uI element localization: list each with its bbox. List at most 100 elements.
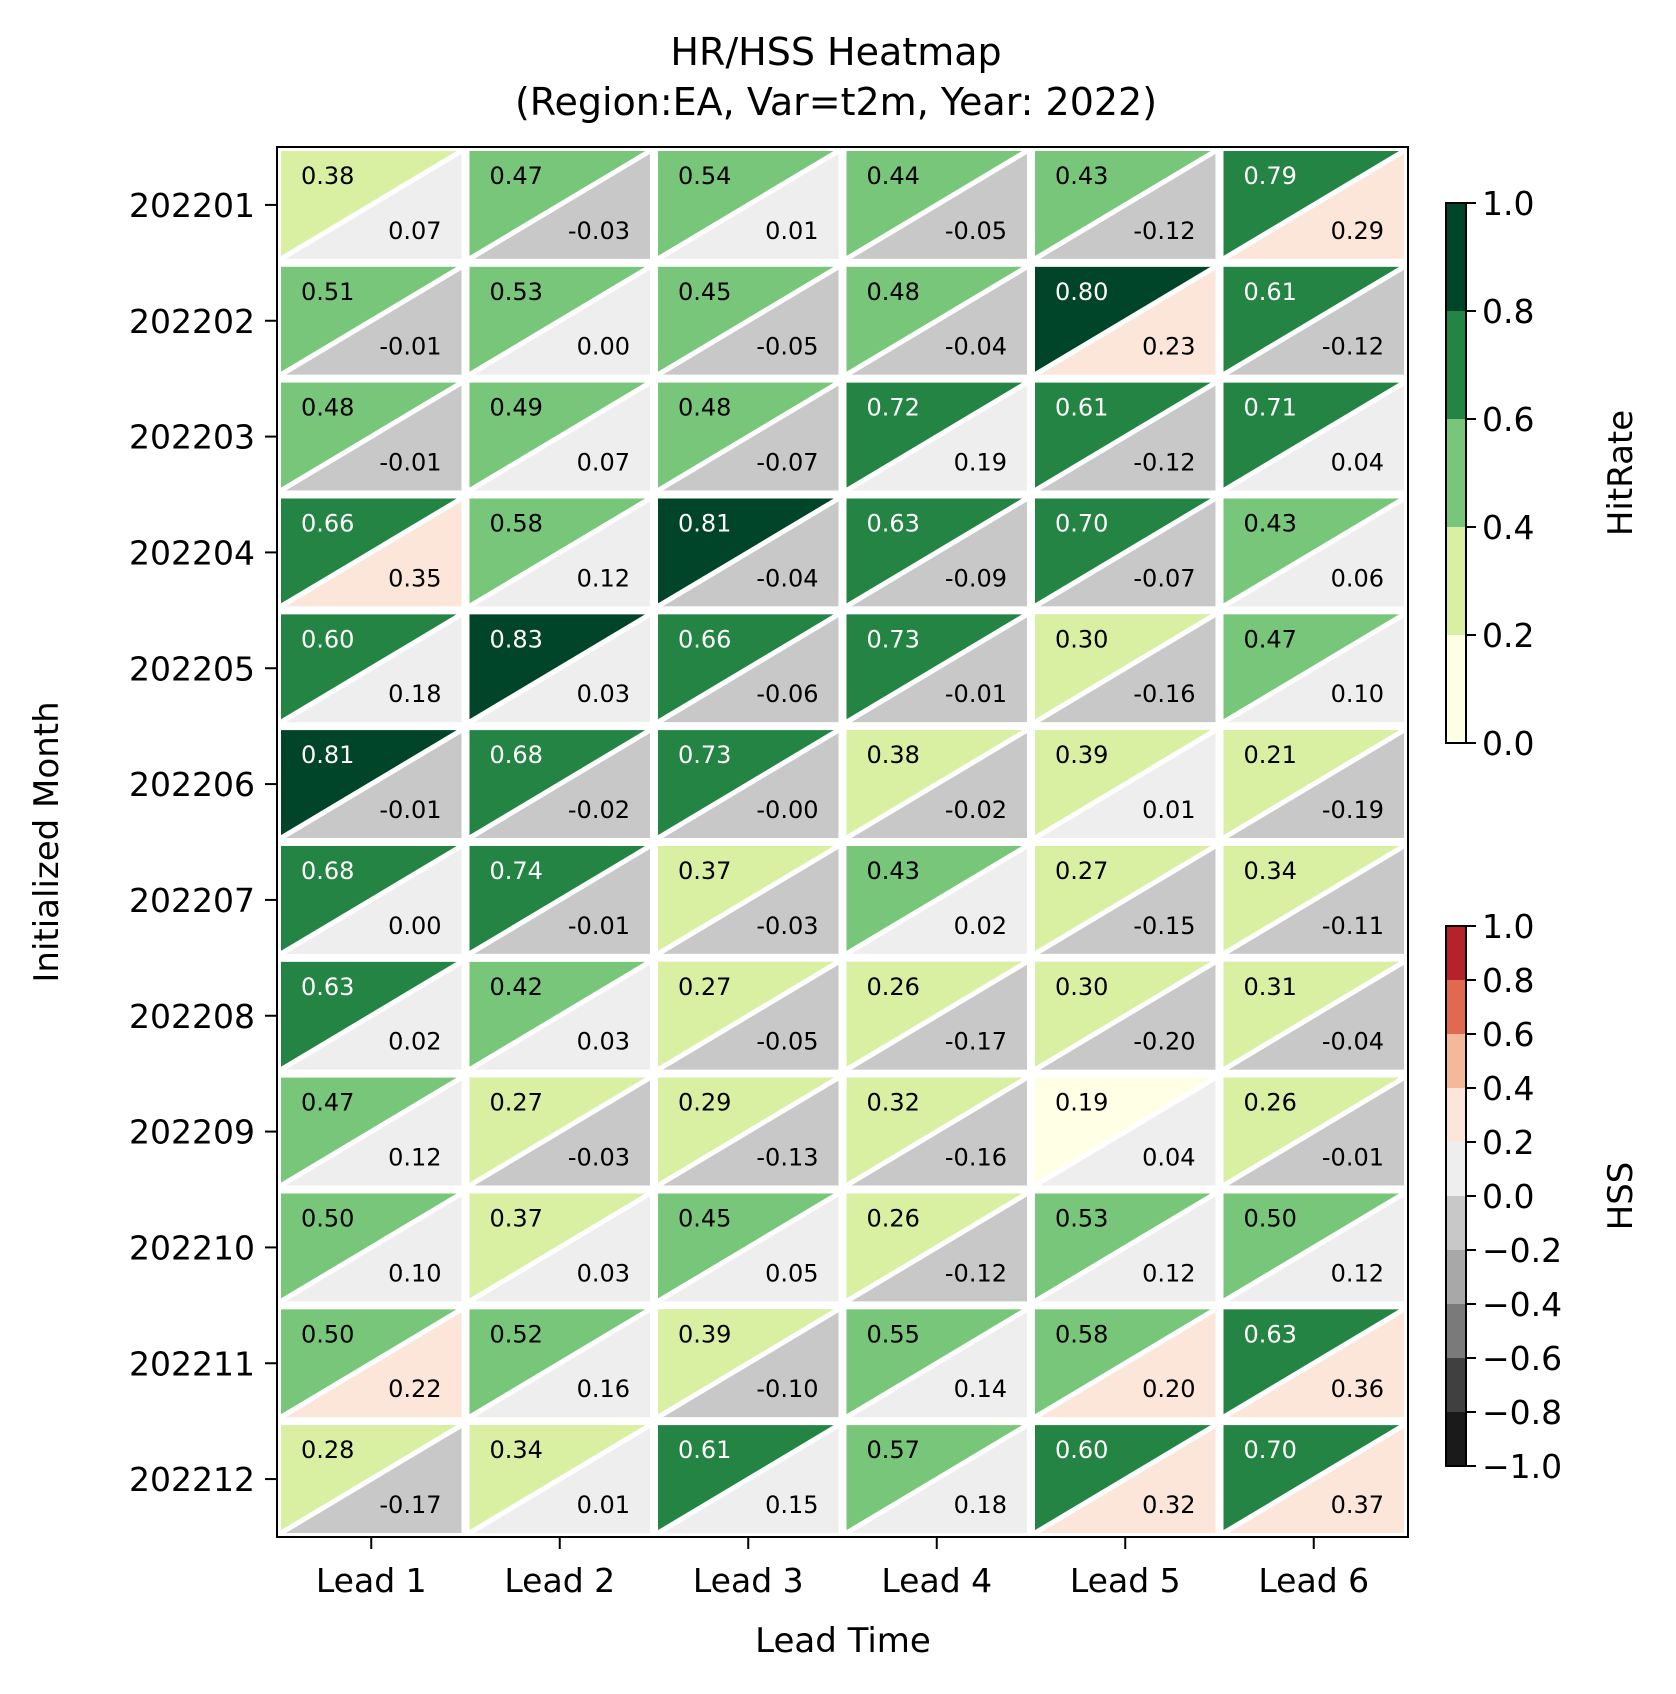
hss-value-label: 0.16 bbox=[577, 1375, 630, 1403]
cell-diagonal bbox=[468, 612, 652, 725]
hitrate-value-label: 0.58 bbox=[1055, 1320, 1108, 1348]
y-tick-label: 202210 bbox=[129, 1228, 255, 1267]
cell-diagonal bbox=[845, 1075, 1029, 1188]
colorbar-tick-label: −0.2 bbox=[1482, 1231, 1562, 1270]
hss-value-label: -0.03 bbox=[568, 217, 630, 245]
hitrate-value-label: 0.31 bbox=[1244, 973, 1297, 1001]
heatmap-cell: 0.66 -0.06 bbox=[656, 612, 840, 725]
heatmap-cell: 0.38 0.07 bbox=[279, 148, 463, 261]
hss-value-label: -0.09 bbox=[945, 564, 1007, 592]
colorbar-segment bbox=[1446, 1304, 1466, 1358]
hss-value-label: -0.06 bbox=[756, 680, 818, 708]
heatmap-cell: 0.49 0.07 bbox=[468, 380, 652, 493]
colorbar-tick-label: 0.8 bbox=[1482, 292, 1534, 331]
hss-value-label: 0.35 bbox=[388, 564, 441, 592]
hss-value-label: -0.12 bbox=[1133, 449, 1195, 477]
heatmap-cell: 0.39 0.01 bbox=[1033, 728, 1217, 841]
cell-diagonal bbox=[468, 728, 652, 841]
cell-diagonal bbox=[279, 264, 463, 377]
hss-value-label: 0.22 bbox=[388, 1375, 441, 1403]
hss-value-label: 0.03 bbox=[577, 1028, 630, 1056]
colorbar-tick-label: 0.0 bbox=[1482, 1177, 1534, 1216]
x-tick-label: Lead 6 bbox=[1258, 1561, 1369, 1600]
heatmap-cell: 0.60 0.18 bbox=[279, 612, 463, 725]
colorbar-segment bbox=[1446, 980, 1466, 1034]
heatmap-cell: 0.47 -0.03 bbox=[468, 148, 652, 261]
hss-value-label: 0.12 bbox=[577, 564, 630, 592]
hss-value-label: 0.02 bbox=[388, 1028, 441, 1056]
colorbar-segment bbox=[1446, 1250, 1466, 1304]
hss-value-label: -0.12 bbox=[1133, 217, 1195, 245]
heatmap-cell: 0.38 -0.02 bbox=[845, 728, 1029, 841]
heatmap-cell: 0.83 0.03 bbox=[468, 612, 652, 725]
hss-value-label: -0.00 bbox=[756, 796, 818, 824]
colorbar-tick-label: 0.6 bbox=[1482, 400, 1534, 439]
heatmap-cell: 0.48 -0.01 bbox=[279, 380, 463, 493]
cell-diagonal bbox=[656, 612, 840, 725]
cell-diagonal bbox=[468, 1307, 652, 1420]
cell-diagonal bbox=[1222, 1075, 1406, 1188]
cell-diagonal bbox=[279, 148, 463, 261]
colorbar-tick-label: −0.4 bbox=[1482, 1285, 1562, 1324]
heatmap-cell: 0.37 -0.03 bbox=[656, 843, 840, 956]
cell-diagonal bbox=[1033, 843, 1217, 956]
x-axis-label: Lead Time bbox=[755, 1621, 931, 1661]
heatmap-cell: 0.55 0.14 bbox=[845, 1307, 1029, 1420]
hss-value-label: 0.01 bbox=[577, 1491, 630, 1519]
hss-value-label: -0.04 bbox=[1322, 1028, 1384, 1056]
hitrate-value-label: 0.52 bbox=[490, 1320, 543, 1348]
hss-value-label: -0.16 bbox=[1133, 680, 1195, 708]
hitrate-value-label: 0.32 bbox=[867, 1089, 920, 1117]
hitrate-value-label: 0.68 bbox=[490, 741, 543, 769]
hitrate-value-label: 0.37 bbox=[490, 1205, 543, 1233]
heatmap-cell: 0.63 -0.09 bbox=[845, 496, 1029, 609]
heatmap-cell: 0.50 0.12 bbox=[1222, 1191, 1406, 1304]
heatmap-cell: 0.50 0.22 bbox=[279, 1307, 463, 1420]
hitrate-value-label: 0.70 bbox=[1244, 1436, 1297, 1464]
hitrate-value-label: 0.51 bbox=[301, 278, 354, 306]
heatmap-cell: 0.72 0.19 bbox=[845, 380, 1029, 493]
chart-subtitle: (Region:EA, Var=t2m, Year: 2022) bbox=[515, 80, 1157, 124]
colorbar-tick-label: 0.2 bbox=[1482, 1123, 1534, 1162]
heatmap-cell: 0.30 -0.20 bbox=[1033, 959, 1217, 1072]
hss-value-label: -0.17 bbox=[379, 1491, 441, 1519]
hss-value-label: 0.04 bbox=[1331, 449, 1384, 477]
heatmap-cell: 0.58 0.20 bbox=[1033, 1307, 1217, 1420]
cell-diagonal bbox=[468, 380, 652, 493]
hss-value-label: -0.02 bbox=[568, 796, 630, 824]
heatmap-cell: 0.27 -0.03 bbox=[468, 1075, 652, 1188]
hss-value-label: -0.04 bbox=[756, 564, 818, 592]
cell-diagonal bbox=[279, 1307, 463, 1420]
hitrate-value-label: 0.53 bbox=[490, 278, 543, 306]
hitrate-value-label: 0.47 bbox=[1244, 625, 1297, 653]
hitrate-value-label: 0.44 bbox=[867, 162, 920, 190]
heatmap-cell: 0.26 -0.17 bbox=[845, 959, 1029, 1072]
cell-diagonal bbox=[845, 264, 1029, 377]
cell-diagonal bbox=[468, 959, 652, 1072]
cell-diagonal bbox=[656, 728, 840, 841]
colorbar-segment bbox=[1446, 527, 1466, 635]
hss-value-label: 0.19 bbox=[954, 449, 1007, 477]
hss-value-label: 0.36 bbox=[1331, 1375, 1384, 1403]
heatmap-cell: 0.43 0.02 bbox=[845, 843, 1029, 956]
colorbar-segment bbox=[1446, 1412, 1466, 1466]
heatmap-cell: 0.28 -0.17 bbox=[279, 1423, 463, 1536]
cell-diagonal bbox=[845, 380, 1029, 493]
hitrate-value-label: 0.39 bbox=[1055, 741, 1108, 769]
heatmap-cell: 0.27 -0.15 bbox=[1033, 843, 1217, 956]
colorbar-frame bbox=[1445, 202, 1467, 744]
colorbar-tick-label: −0.8 bbox=[1482, 1393, 1562, 1432]
hss-value-label: 0.01 bbox=[765, 217, 818, 245]
heatmap-cell: 0.71 0.04 bbox=[1222, 380, 1406, 493]
hss-value-label: -0.04 bbox=[945, 333, 1007, 361]
cell-diagonal bbox=[656, 496, 840, 609]
x-axis: Lead 1 Lead 2 Lead 3 Lead 4 Lead 5 Lead 6 bbox=[316, 1537, 1369, 1600]
cell-diagonal bbox=[1033, 264, 1217, 377]
hitrate-value-label: 0.61 bbox=[678, 1436, 731, 1464]
hitrate-value-label: 0.27 bbox=[1055, 857, 1108, 885]
cell-diagonal bbox=[845, 496, 1029, 609]
heatmap-cell: 0.44 -0.05 bbox=[845, 148, 1029, 261]
colorbar-segment bbox=[1446, 1088, 1466, 1142]
hss-value-label: 0.10 bbox=[1331, 680, 1384, 708]
cell-diagonal bbox=[1033, 1075, 1217, 1188]
